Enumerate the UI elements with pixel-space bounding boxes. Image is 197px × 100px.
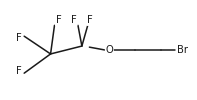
Text: F: F [16,66,22,76]
Text: F: F [16,33,22,43]
Text: O: O [105,45,113,55]
Text: F: F [56,15,61,25]
Text: Br: Br [177,45,188,55]
Text: F: F [71,15,77,25]
Text: F: F [87,15,93,25]
